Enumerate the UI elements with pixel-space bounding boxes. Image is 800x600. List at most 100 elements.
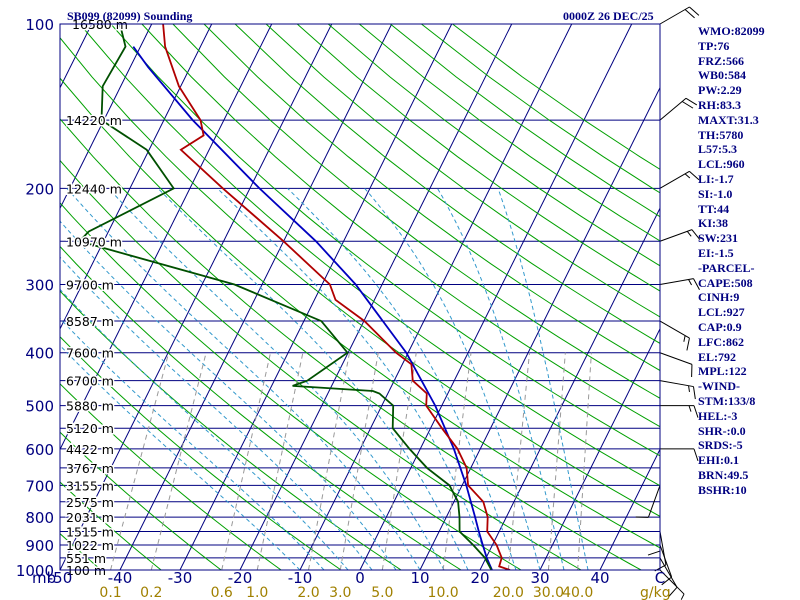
wind-barb: [660, 448, 699, 462]
moist-adiabat-line: [66, 188, 421, 570]
wind-barb: [647, 517, 661, 556]
mixing-ratio-line: [256, 352, 304, 570]
index-line: FRZ:566: [698, 53, 744, 68]
index-line: CAPE:508: [698, 275, 753, 290]
dry-adiabat-line: [60, 202, 522, 570]
height-label: 2575 m: [66, 495, 114, 510]
index-line: KI:38: [698, 216, 728, 231]
wind-barb-staff: [659, 557, 678, 588]
sounding-time: 0000Z 26 DEC/25: [563, 9, 654, 23]
wind-barb-feather: [685, 97, 698, 106]
height-label: 551 m: [66, 551, 106, 566]
moist-adiabat-line: [364, 188, 541, 570]
index-line: SW:231: [698, 231, 739, 246]
index-line: LCL:960: [698, 157, 745, 172]
mixing-ratio-line: [577, 352, 592, 570]
index-line: EHI:0.1: [698, 453, 740, 468]
dry-adiabat-line: [79, 24, 660, 487]
pressure-tick-label: 100: [25, 16, 54, 34]
mixing-ratio-unit-label: g/kg: [640, 585, 671, 600]
mixing-ratio-tick-label: 1.0: [246, 585, 268, 600]
dry-adiabat-line: [296, 24, 660, 292]
wind-barb-half-feather: [688, 405, 692, 412]
wind-barb-half-feather: [683, 335, 686, 342]
temperature-tick-label: 30: [530, 569, 549, 587]
moist-adiabat-grid: [60, 188, 589, 570]
dry-adiabat-line: [234, 24, 660, 344]
mixing-ratio-line: [442, 352, 472, 570]
dry-adiabat-line: [60, 77, 660, 549]
pressure-unit-label: mb: [32, 569, 56, 587]
wind-barb-half-feather: [688, 279, 693, 286]
mixing-ratio-tick-label: 30.0: [533, 585, 564, 600]
height-label: 2031 m: [66, 510, 114, 525]
isotherm-line: [299, 24, 573, 570]
temperature-tick-label: C: [655, 569, 665, 587]
mixing-ratio-tick-label: 0.2: [140, 585, 162, 600]
wind-barb-feather: [647, 550, 661, 556]
wind-barbs: [635, 6, 701, 600]
wind-barb: [659, 352, 693, 378]
wind-barb-half-feather: [680, 593, 685, 600]
index-line: BSHR:10: [698, 482, 747, 497]
mixing-ratio-tick-label: 0.1: [99, 585, 121, 600]
wind-barb-feather: [684, 9, 695, 19]
isotherm-line: [359, 24, 633, 570]
wind-barb-half-feather: [686, 231, 692, 237]
wind-barb: [659, 320, 690, 351]
wind-barb: [660, 405, 699, 418]
index-line: SHR-:0.0: [698, 423, 746, 438]
wind-barb-feather: [689, 6, 700, 16]
height-label: 10970 m: [66, 234, 122, 249]
isotherm-line: [239, 24, 513, 570]
index-line: SI:-1.0: [698, 186, 733, 201]
moist-adiabat-line: [108, 188, 445, 570]
dry-adiabat-line: [60, 245, 462, 570]
height-label: 3155 m: [66, 478, 114, 493]
index-line: WMO:82099: [698, 24, 765, 38]
mixing-ratio-tick-label: 10.0: [428, 585, 459, 600]
wind-barb: [659, 278, 700, 290]
index-line: -WIND-: [698, 379, 740, 394]
wind-barb: [659, 229, 701, 242]
moist-adiabat-line: [217, 188, 493, 570]
wind-barb-feather: [691, 229, 701, 240]
wind-barb: [659, 569, 685, 600]
mixing-ratio-line: [308, 352, 350, 570]
index-line: LI:-1.7: [698, 171, 734, 186]
index-line: WB0:584: [698, 68, 746, 83]
isotherm-line: [479, 207, 660, 570]
moist-adiabat-line: [60, 317, 325, 570]
dewpoint-line: [77, 24, 493, 570]
temperature-tick-label: 20: [470, 569, 489, 587]
wind-barb-staff: [659, 380, 694, 388]
dry-adiabat-line: [141, 24, 660, 428]
mixing-ratio-grid: [110, 352, 592, 570]
height-label: 4422 m: [66, 442, 114, 457]
isotherm-line: [179, 24, 453, 570]
dry-adiabat-line: [327, 24, 660, 267]
wind-barb-feather: [693, 278, 700, 290]
pressure-tick-label: 700: [25, 477, 54, 495]
wind-barb: [659, 6, 700, 25]
temperature-tick-label: -30: [168, 569, 193, 587]
height-label: 5120 m: [66, 421, 114, 436]
temperature-tick-label: -20: [228, 569, 253, 587]
height-label: 9700 m: [66, 278, 114, 293]
isotherm-line: [539, 327, 660, 570]
wind-barb-feather: [668, 586, 678, 598]
wind-barb-half-feather: [684, 173, 691, 179]
moist-adiabat-line: [287, 188, 517, 570]
index-line: TP:76: [698, 38, 730, 53]
mixing-ratio-line: [339, 352, 379, 570]
wind-barb-staff: [659, 6, 690, 25]
dry-adiabat-line: [172, 24, 660, 399]
temperature-tick-label: 0: [355, 569, 365, 587]
index-line: RH:83.3: [698, 97, 741, 112]
isotherm-grid: [60, 24, 660, 570]
height-label: 14220 m: [66, 113, 122, 128]
dry-adiabat-line: [110, 24, 660, 457]
wind-barb-feather: [693, 405, 699, 418]
dry-adiabat-line: [60, 383, 282, 570]
